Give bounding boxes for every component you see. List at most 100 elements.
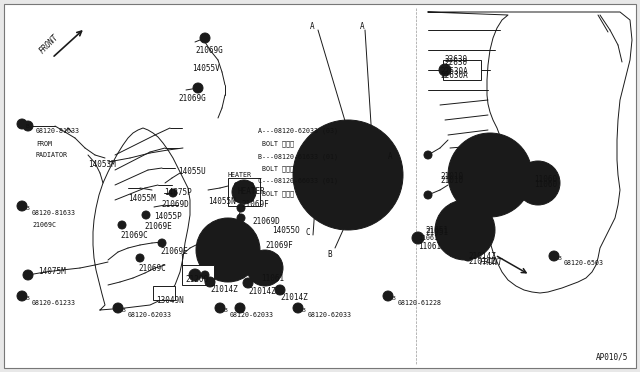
Circle shape bbox=[234, 182, 239, 187]
Text: FROM: FROM bbox=[36, 141, 52, 147]
Circle shape bbox=[158, 239, 166, 247]
Circle shape bbox=[235, 303, 245, 313]
Text: B: B bbox=[328, 250, 332, 259]
Circle shape bbox=[201, 271, 209, 279]
Circle shape bbox=[448, 133, 532, 217]
Text: 08120-62033: 08120-62033 bbox=[230, 312, 274, 318]
Text: A: A bbox=[360, 22, 364, 31]
Circle shape bbox=[237, 226, 245, 234]
Text: 08120-61233: 08120-61233 bbox=[32, 300, 76, 306]
Text: A: A bbox=[310, 22, 314, 31]
Text: C---08120-66033 (01): C---08120-66033 (01) bbox=[258, 178, 338, 185]
Circle shape bbox=[252, 254, 257, 260]
Text: 14075M: 14075M bbox=[38, 267, 66, 276]
Text: 08120-62033: 08120-62033 bbox=[308, 312, 352, 318]
Text: 21069G: 21069G bbox=[195, 46, 223, 55]
Circle shape bbox=[516, 161, 560, 205]
Text: 21014Z: 21014Z bbox=[468, 257, 496, 266]
Text: 14055P: 14055P bbox=[154, 212, 182, 221]
Circle shape bbox=[293, 303, 303, 313]
Circle shape bbox=[250, 246, 258, 254]
Text: 11060: 11060 bbox=[534, 180, 557, 189]
Circle shape bbox=[424, 191, 432, 199]
Circle shape bbox=[193, 83, 203, 93]
Text: BOLT ボルト: BOLT ボルト bbox=[262, 165, 294, 171]
Circle shape bbox=[314, 203, 326, 215]
Circle shape bbox=[424, 151, 432, 159]
Circle shape bbox=[248, 196, 253, 202]
Text: FRONT: FRONT bbox=[38, 32, 61, 55]
Text: 21069G: 21069G bbox=[178, 94, 205, 103]
Text: 08120-61228: 08120-61228 bbox=[398, 300, 442, 306]
Text: BOLT ボルト: BOLT ボルト bbox=[262, 140, 294, 147]
Text: B---08120-61633 (01): B---08120-61633 (01) bbox=[258, 153, 338, 160]
Text: 22630A: 22630A bbox=[440, 71, 468, 80]
Text: 11061: 11061 bbox=[418, 242, 441, 251]
Circle shape bbox=[118, 221, 126, 229]
Circle shape bbox=[17, 201, 27, 211]
Text: 21069F: 21069F bbox=[241, 200, 269, 209]
Text: B: B bbox=[26, 296, 29, 301]
Text: 14055N: 14055N bbox=[208, 197, 236, 206]
Text: 14875P: 14875P bbox=[164, 188, 192, 197]
Circle shape bbox=[243, 278, 253, 288]
Text: 21069C: 21069C bbox=[32, 222, 56, 228]
Circle shape bbox=[196, 218, 260, 282]
Text: 21069E: 21069E bbox=[160, 247, 188, 256]
Circle shape bbox=[450, 215, 480, 245]
Text: 22630: 22630 bbox=[444, 58, 467, 67]
Circle shape bbox=[23, 270, 33, 280]
Text: B: B bbox=[392, 296, 396, 301]
Circle shape bbox=[509, 145, 520, 155]
Circle shape bbox=[275, 285, 285, 295]
Circle shape bbox=[205, 277, 215, 287]
Text: 21069D: 21069D bbox=[161, 200, 189, 209]
Circle shape bbox=[215, 303, 225, 313]
Text: 22630: 22630 bbox=[444, 55, 467, 64]
Text: 14055V: 14055V bbox=[192, 64, 220, 73]
Circle shape bbox=[371, 203, 382, 215]
Circle shape bbox=[248, 182, 253, 187]
Text: 13049N: 13049N bbox=[156, 296, 184, 305]
Circle shape bbox=[528, 173, 548, 193]
Circle shape bbox=[435, 200, 495, 260]
Circle shape bbox=[232, 180, 256, 204]
Text: 21051: 21051 bbox=[425, 228, 448, 237]
Text: 08120-6503: 08120-6503 bbox=[564, 260, 604, 266]
FancyBboxPatch shape bbox=[182, 265, 214, 285]
Text: B: B bbox=[26, 206, 29, 212]
Circle shape bbox=[246, 282, 250, 285]
Text: A: A bbox=[388, 152, 392, 161]
Circle shape bbox=[17, 119, 27, 129]
Circle shape bbox=[460, 145, 470, 155]
Circle shape bbox=[383, 291, 393, 301]
Text: A---08120-62033 (03): A---08120-62033 (03) bbox=[258, 128, 338, 135]
Circle shape bbox=[333, 160, 363, 190]
Text: 21014Z: 21014Z bbox=[468, 252, 496, 261]
Text: 08120-81633: 08120-81633 bbox=[32, 210, 76, 216]
Circle shape bbox=[212, 234, 244, 266]
FancyBboxPatch shape bbox=[228, 178, 260, 206]
Text: B: B bbox=[122, 308, 125, 314]
Text: 21014Z: 21014Z bbox=[210, 285, 237, 294]
Text: B: B bbox=[224, 308, 228, 314]
Circle shape bbox=[416, 236, 420, 240]
Text: BOLT ボルト: BOLT ボルト bbox=[262, 190, 294, 197]
FancyBboxPatch shape bbox=[4, 4, 636, 368]
Circle shape bbox=[463, 251, 473, 261]
Circle shape bbox=[198, 246, 206, 254]
Circle shape bbox=[509, 195, 520, 205]
Text: B: B bbox=[302, 308, 306, 314]
Circle shape bbox=[200, 33, 210, 43]
Circle shape bbox=[539, 169, 551, 181]
Circle shape bbox=[169, 189, 177, 197]
Text: 21069D: 21069D bbox=[252, 217, 280, 226]
Circle shape bbox=[237, 189, 245, 197]
Polygon shape bbox=[93, 128, 190, 310]
Circle shape bbox=[273, 276, 278, 282]
Text: 21069C: 21069C bbox=[138, 264, 166, 273]
Circle shape bbox=[189, 269, 201, 281]
Text: 22630A: 22630A bbox=[440, 67, 468, 76]
Circle shape bbox=[234, 196, 239, 202]
Text: 21069E: 21069E bbox=[144, 222, 172, 231]
